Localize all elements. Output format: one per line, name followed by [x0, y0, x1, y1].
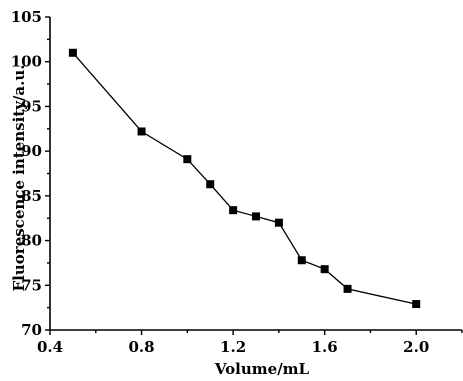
- series: [69, 49, 420, 308]
- data-point: [138, 127, 146, 135]
- data-point: [321, 265, 329, 273]
- y-tick-label: 70: [21, 321, 42, 339]
- data-point: [183, 155, 191, 163]
- x-tick-label: 1.6: [312, 338, 338, 356]
- data-point: [412, 300, 420, 308]
- ticks: [45, 17, 462, 335]
- data-point: [206, 180, 214, 188]
- axes: [50, 17, 462, 330]
- data-point: [298, 256, 306, 264]
- data-point: [69, 49, 77, 57]
- data-point: [252, 212, 260, 220]
- x-tick-label: 0.8: [129, 338, 155, 356]
- x-axis-title: Volume/mL: [214, 360, 310, 378]
- series-line: [73, 53, 416, 304]
- x-tick-label: 1.2: [220, 338, 246, 356]
- data-point: [275, 219, 283, 227]
- y-axis-title: Fluorescence intensity/a.u.: [10, 65, 28, 292]
- x-tick-label: 0.4: [37, 338, 63, 356]
- x-tick-label: 2.0: [403, 338, 429, 356]
- data-point: [344, 285, 352, 293]
- data-point: [229, 206, 237, 214]
- y-tick-label: 105: [11, 8, 42, 26]
